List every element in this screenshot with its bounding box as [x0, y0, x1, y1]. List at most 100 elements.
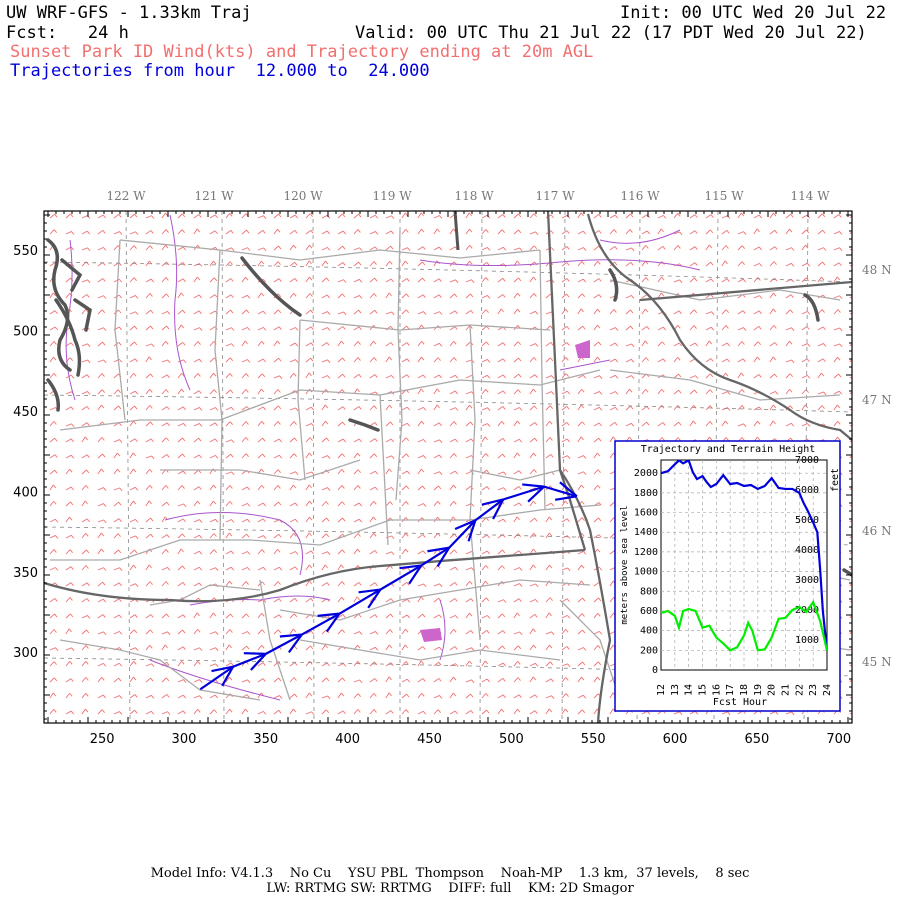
- wind-barb: [257, 484, 265, 491]
- inset-chart: Trajectory and Terrain Height 0 200 400 600…: [614, 440, 841, 712]
- wind-barb: [65, 613, 74, 619]
- wind-barb: [417, 341, 425, 347]
- wind-barb: [273, 228, 281, 235]
- wind-barb: [785, 228, 793, 235]
- wind-barb: [593, 534, 602, 539]
- wind-barb: [529, 644, 537, 651]
- wind-barb: [561, 278, 570, 283]
- wind-barb: [833, 309, 841, 315]
- wind-barb: [513, 292, 521, 299]
- wind-barb: [209, 230, 218, 235]
- wind-barb: [513, 694, 522, 699]
- wind-barb: [513, 470, 522, 475]
- wind-barb: [305, 293, 313, 299]
- wind-barb: [561, 518, 570, 523]
- wind-barb: [593, 613, 601, 619]
- wind-barb: [465, 245, 473, 251]
- wind-barb: [193, 709, 201, 715]
- wind-barb: [465, 212, 473, 219]
- wind-barb: [513, 708, 521, 715]
- wind-barb: [529, 628, 536, 635]
- wind-barb: [337, 677, 346, 683]
- wind-barb: [689, 277, 698, 283]
- wind-barb: [577, 580, 585, 587]
- wind-barb: [529, 613, 538, 619]
- wind-barb: [353, 469, 362, 475]
- wind-barb: [225, 389, 234, 395]
- wind-barb: [593, 391, 603, 395]
- inset-left-tick: 1000: [634, 567, 658, 578]
- wind-barb: [353, 373, 362, 379]
- wind-barb: [497, 694, 506, 699]
- wind-barb: [289, 708, 297, 715]
- wind-barb: [753, 356, 761, 363]
- wind-barb: [193, 228, 201, 235]
- wind-barb: [769, 391, 779, 395]
- wind-barb: [369, 340, 377, 347]
- wind-barb: [49, 292, 57, 299]
- wind-barb: [401, 628, 409, 635]
- wind-barb: [481, 678, 490, 683]
- wind-barb: [785, 327, 795, 331]
- wind-barb: [289, 518, 299, 523]
- wind-barb: [817, 326, 826, 331]
- wind-barb: [849, 712, 852, 715]
- wind-barb: [273, 245, 282, 251]
- wind-barb: [161, 454, 170, 459]
- wind-barb: [545, 661, 554, 667]
- wind-barb: [337, 340, 345, 347]
- wind-barb: [625, 388, 633, 395]
- wind-barb: [81, 436, 89, 443]
- wind-barb: [705, 421, 713, 427]
- wind-barb: [241, 453, 249, 459]
- wind-barb: [193, 373, 201, 379]
- wind-barb: [577, 436, 584, 443]
- wind-barb: [465, 630, 474, 635]
- wind-barb: [321, 311, 331, 315]
- wind-barb: [209, 438, 218, 443]
- wind-barb: [337, 663, 347, 667]
- wind-barb: [545, 341, 554, 347]
- wind-barb: [209, 260, 217, 267]
- wind-barb: [257, 260, 265, 267]
- wind-barb: [369, 405, 377, 411]
- wind-barb: [433, 388, 440, 395]
- wind-barb: [417, 646, 426, 651]
- wind-barb: [705, 244, 713, 251]
- wind-barb: [257, 373, 266, 379]
- wind-barb: [593, 422, 603, 427]
- wind-barb: [49, 535, 59, 539]
- wind-barb: [545, 678, 554, 683]
- latitude-label: 48 N: [862, 263, 892, 277]
- wind-barb: [577, 261, 585, 267]
- wind-barb: [465, 693, 474, 699]
- x-grid-label: 250: [90, 732, 115, 747]
- wind-barb: [577, 247, 587, 251]
- wind-barb: [449, 421, 457, 427]
- wind-barb: [353, 341, 361, 347]
- wind-barb: [545, 597, 553, 603]
- wind-barb: [449, 628, 457, 635]
- wind-barb: [641, 421, 650, 427]
- wind-barb: [225, 278, 234, 283]
- wind-barb: [721, 245, 729, 251]
- wind-barb: [577, 455, 587, 459]
- wind-barb: [97, 677, 105, 683]
- wind-barb: [369, 533, 377, 539]
- wind-barb: [737, 261, 745, 267]
- wind-barb: [257, 388, 265, 395]
- wind-barb: [337, 564, 344, 571]
- wind-barb: [465, 404, 473, 411]
- wind-barb: [737, 278, 747, 283]
- inset-x-label: Fcst Hour: [713, 697, 767, 708]
- wind-barb: [513, 341, 522, 347]
- wind-barb: [161, 694, 170, 699]
- wind-barb: [145, 405, 153, 411]
- wind-barb: [737, 358, 746, 363]
- wind-barb: [529, 422, 538, 427]
- wind-barb: [529, 710, 538, 715]
- wind-barb: [801, 277, 810, 283]
- wind-barb: [161, 422, 170, 427]
- wind-barb: [241, 486, 251, 491]
- wind-barb: [593, 356, 601, 363]
